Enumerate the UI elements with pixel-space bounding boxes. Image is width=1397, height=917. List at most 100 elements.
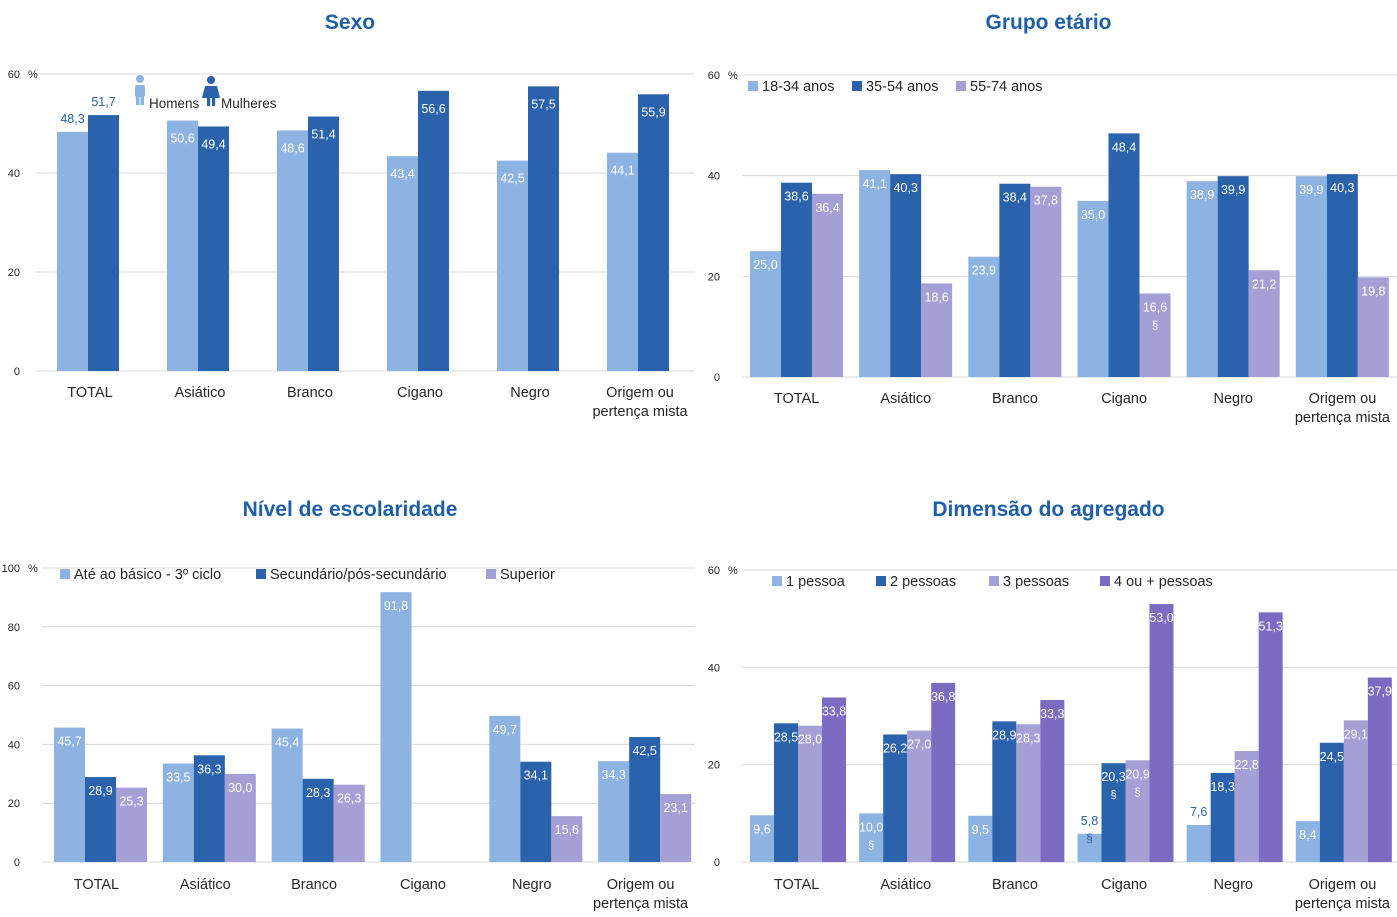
x-tick-label: Asiático (880, 877, 931, 893)
bar-1-pessoa-origem-ou-pertenca-mista (1295, 821, 1320, 862)
bar-1-pessoa-total (750, 815, 774, 862)
y-tick-label: 60 (708, 565, 720, 577)
data-label: 28,3 (306, 786, 330, 800)
bar-2-pessoas-asiatico (883, 734, 908, 862)
data-label: 42,5 (632, 744, 656, 758)
x-tick-label: Negro (512, 877, 552, 893)
x-tick-label: pertença mista (1295, 410, 1391, 426)
bar-35-54-anos-cigano (1108, 133, 1140, 377)
bar-3-pessoas-cigano (1125, 760, 1150, 862)
unit-label: % (728, 565, 738, 577)
data-label: 34,3 (601, 768, 625, 782)
data-label: 23,9 (972, 264, 996, 278)
legend-label: 3 pessoas (1003, 574, 1069, 590)
bar-homens-total (57, 131, 88, 371)
bar-18-34-anos-origem-ou-pertenca-mista (1295, 176, 1327, 377)
data-label: 18,3 (1210, 780, 1234, 794)
bar-secundario-pos-secundario-origem-ou-pertenca-mista (629, 737, 661, 862)
bar-mulheres-asiatico (198, 126, 229, 371)
x-tick-label: Negro (1214, 391, 1254, 407)
data-label: 91,8 (384, 599, 408, 613)
bar-superior-total (116, 787, 147, 862)
bar-55-74-anos-negro (1248, 270, 1280, 377)
data-label: 48,6 (280, 141, 304, 155)
x-tick-label: TOTAL (74, 877, 119, 893)
y-tick-label: 60 (8, 681, 20, 693)
data-label: 49,4 (201, 137, 225, 151)
bar-35-54-anos-negro (1217, 176, 1249, 377)
legend-swatch (772, 576, 782, 586)
x-tick-label: pertença mista (1295, 896, 1391, 912)
legend-label: 55-74 anos (970, 79, 1043, 95)
data-label: 56,6 (421, 102, 445, 116)
data-label: 36,8 (931, 690, 955, 704)
bar-ate-ao-basico-3-ciclo-origem-ou-pertenca-mista (598, 761, 630, 862)
y-tick-label: 100 (2, 563, 20, 575)
bar-homens-origem-ou-pertenca-mista (607, 152, 638, 371)
chart-title: Sexo (324, 11, 376, 34)
bar-secundario-pos-secundario-total (85, 777, 116, 862)
bar-35-54-anos-asiatico (890, 174, 922, 377)
y-tick-label: 80 (8, 622, 20, 634)
data-label: 33,3 (1040, 707, 1064, 721)
chart-nivel-escolaridade: 0 20 40 60 80 100 % 45,7 28,9 25,3 TOTAL 33,5 36,3 30… (2, 563, 695, 912)
bar-4-ou-pessoas-total (822, 697, 846, 862)
data-label: 50,6 (170, 132, 194, 146)
data-label: 24,5 (1320, 750, 1344, 764)
data-label: 25,0 (753, 258, 777, 272)
chart-panel-dimensao-agregado: Dimensão do agregado 0 20 40 60% 9,6 28,5 28,0… (700, 460, 1397, 917)
y-tick-label: 40 (708, 662, 720, 674)
data-label: 36,4 (815, 201, 839, 215)
bar-35-54-anos-branco (999, 183, 1031, 377)
bar-3-pessoas-negro (1234, 751, 1259, 862)
bar-55-74-anos-cigano (1139, 293, 1171, 377)
data-label: 33,5 (166, 771, 190, 785)
bar-mulheres-branco (308, 116, 339, 371)
bar-homens-asiatico (167, 120, 198, 371)
x-tick-label: pertença mista (592, 404, 688, 420)
bar-1-pessoa-negro (1186, 825, 1211, 862)
data-label: 9,6 (753, 822, 770, 836)
data-label: 15,6 (555, 823, 579, 837)
female-person-icon (202, 76, 220, 106)
data-label: 43,4 (390, 167, 414, 181)
data-label: 28,5 (774, 730, 798, 744)
y-tick-label: 20 (708, 760, 720, 772)
legend-label: Mulheres (221, 96, 277, 111)
data-label: 30,0 (228, 781, 252, 795)
bar-18-34-anos-branco (968, 256, 1000, 377)
data-label: 45,4 (275, 736, 299, 750)
data-label: 21,2 (1252, 277, 1276, 291)
data-label: 10,0 (859, 820, 883, 834)
legend-label: 1 pessoa (786, 574, 846, 590)
legend-swatch (1100, 576, 1110, 586)
bar-secundario-pos-secundario-asiatico (193, 755, 225, 862)
bar-1-pessoa-branco (968, 815, 993, 862)
bar-2-pessoas-cigano (1101, 763, 1126, 862)
bar-18-34-anos-asiatico (859, 170, 891, 377)
chart-title: Grupo etário (985, 11, 1112, 34)
x-tick-label: Origem ou (607, 877, 675, 893)
data-label: 51,3 (1258, 619, 1282, 633)
bar-4-ou-pessoas-branco (1040, 699, 1065, 862)
data-label: 40,3 (1330, 181, 1354, 195)
data-label: 49,7 (493, 723, 517, 737)
x-tick-label: Origem ou (1309, 877, 1377, 893)
data-label: 22,8 (1234, 758, 1258, 772)
statistical-note: § (1134, 786, 1140, 798)
data-label: 20,9 (1125, 767, 1149, 781)
bar-ate-ao-basico-3-ciclo-asiatico (162, 763, 194, 862)
bar-secundario-pos-secundario-branco (302, 778, 334, 862)
y-tick-label: 60 (8, 69, 20, 81)
y-tick-label: 0 (714, 372, 720, 384)
data-label: 18,6 (924, 290, 948, 304)
data-label: 38,6 (784, 190, 808, 204)
bar-1-pessoa-cigano (1077, 833, 1102, 862)
y-tick-label: 20 (8, 267, 20, 279)
data-label: 53,0 (1149, 611, 1173, 625)
data-label: 20,3 (1101, 770, 1125, 784)
x-tick-label: Negro (1214, 877, 1254, 893)
statistical-note: § (1152, 319, 1158, 331)
bar-18-34-anos-negro (1186, 181, 1218, 377)
bar-3-pessoas-origem-ou-pertenca-mista (1343, 720, 1368, 862)
